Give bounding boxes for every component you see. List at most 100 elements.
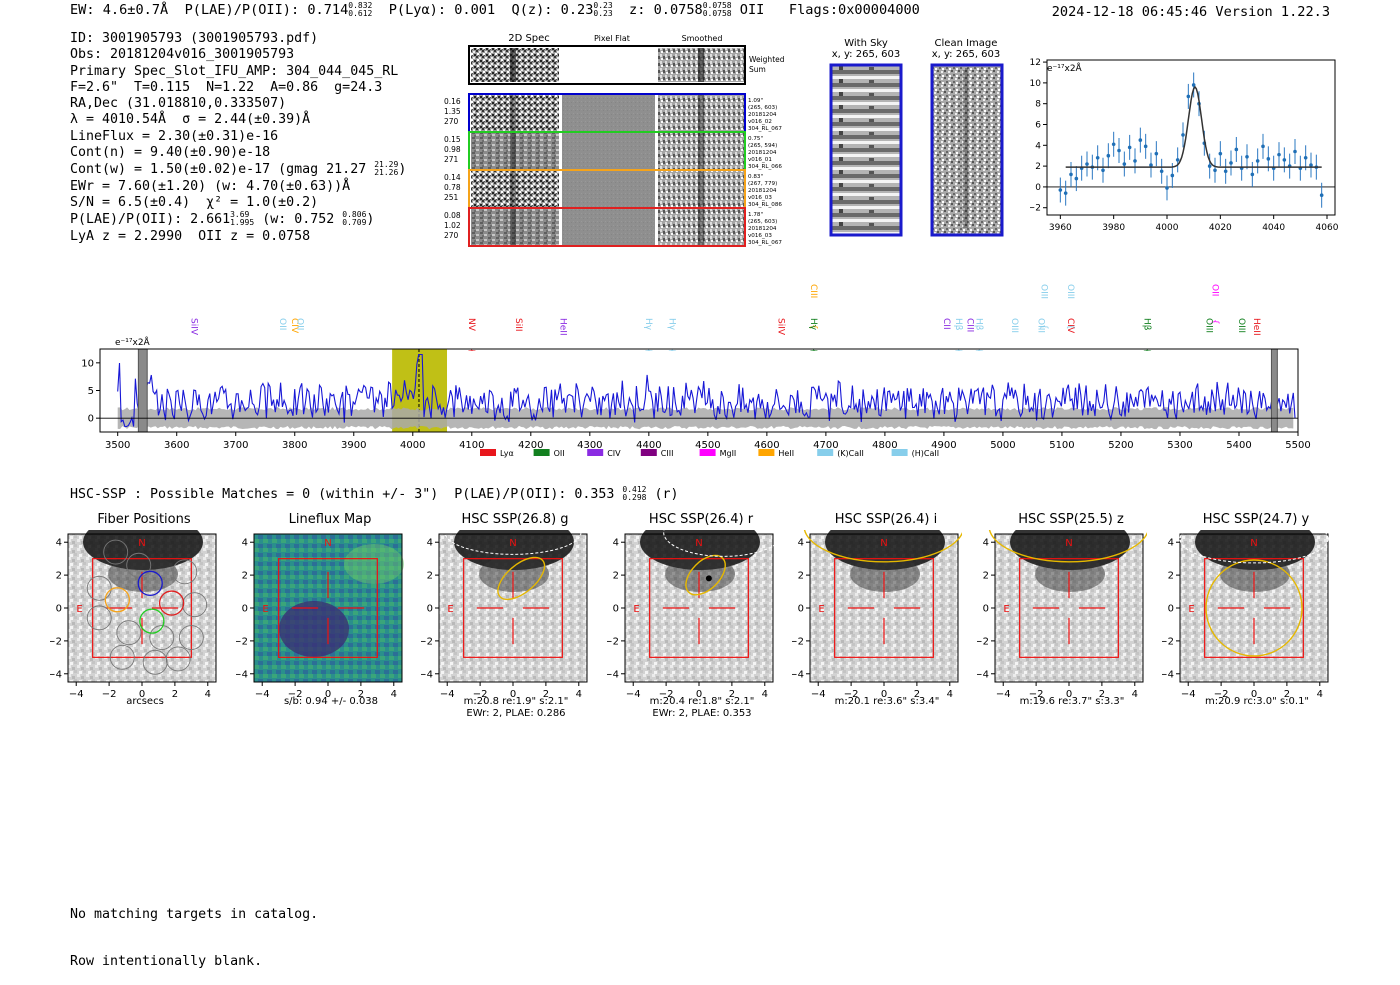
fs-ytick-label: 0 [88,414,94,425]
line-marker-brace: { [1038,324,1048,330]
cutout-east-label: E [818,604,824,615]
plae2-hi: 3.69 [230,210,250,220]
galaxy-ellipse [1205,559,1303,657]
cutout-ytick-label: −2 [421,636,433,647]
line-marker: SiIV{ [776,318,786,336]
fit-point [1282,158,1287,162]
line-marker: OII{ [277,318,287,330]
cutout-xtick-label: 2 [1099,689,1105,700]
fiber-frame [468,207,746,247]
fit-point [1138,138,1143,142]
cutout-ytick-label: −4 [607,669,619,680]
line-marker: OIII{ [1038,284,1048,330]
cutout-xtick-label: 0 [881,689,887,700]
line-marker: SiII{ [513,318,523,332]
line-marker-label: OII [295,318,305,330]
fs-xtick-label: 5200 [1108,440,1133,451]
fit-point [1101,168,1105,173]
cutout-subtitle-line: m:20.4 re:1.8" s:2.1" [649,696,755,707]
cutout-ytick-label: 2 [798,571,804,582]
fiber-right-label: 304_RL_066 [748,164,782,170]
line-marker: OIII{ [1035,318,1045,333]
fiber-smoothed [658,133,744,169]
cutout-ytick-label: −2 [792,636,804,647]
header-summary: EW: 4.6±0.7Å P(LAE)/P(OII): 0.7140.832 0.… [70,2,920,19]
z-line-name: OII [739,2,765,18]
legend-swatch [640,449,657,456]
line-marker-label: Hγ [643,318,653,331]
fs-xtick-label: 4900 [931,440,956,451]
fiber-2dspec-emission [510,171,516,207]
cutout-image: −4 −2 0 2 4 4 2 0 −2 −4 N E [421,530,588,700]
gmag-lo: 21.26 [374,168,399,178]
cutout-subtitle-line: m:19.6 re:3.7" s:3.3" [1019,696,1125,707]
fiber-right-label: 20181204 [748,150,777,156]
cutout-xtick-label: −2 [844,689,859,700]
cutout-xtick-label: −4 [255,689,270,700]
cutout-ytick-label: 4 [613,538,619,549]
fit-point [1117,148,1121,153]
cutout-image: −4 −2 0 2 4 4 2 0 −2 −4 N E [792,530,962,700]
cutout-subtitle-line: m:20.9 rc:3.0" s:0.1" [1204,696,1310,707]
cutout-ytick-label: −2 [50,636,62,647]
line-marker: CIII { [808,284,818,330]
cutout-subtitle-line: m:20.8 re:1.9" s:2.1" [463,696,569,707]
fiber-circle [149,625,175,651]
fit-point [1111,142,1116,147]
fiber-2dspec-emission [510,133,516,169]
cutout-xtick-label: 2 [914,689,920,700]
legend-swatch [699,449,716,456]
cutout-aperture-box [1204,558,1304,658]
plae2-w-lo: 0.709 [342,218,367,228]
fs-xtick-label: 5100 [1049,440,1074,451]
line-marker-label: Hβ [1142,318,1152,331]
fiber-circle [182,592,208,618]
fit-point [1069,172,1073,177]
line-marker-label: OIII [1009,318,1019,333]
fit-ytick-label: 0 [1035,183,1041,193]
fiber-circle-highlight [139,608,165,634]
cutout-xtick-label: 4 [1317,689,1323,700]
plae2-w: (w: 0.752 [262,212,335,228]
cutout-east-label: E [76,604,82,615]
legend-label: HeII [778,449,794,458]
cutout-aperture-box [649,558,749,658]
line-marker: OII{ [295,318,305,330]
line-marker-label: CIII [965,318,975,332]
cutout-ytick-label: 0 [427,604,433,615]
cutout-xtick-label: 2 [172,689,178,700]
fiber-circle [172,559,198,585]
fit-ytick-label: 2 [1035,162,1041,172]
fit-point [1127,145,1132,150]
cutout-aperture-box [1019,558,1119,658]
fiber-smoothed-emission [698,133,704,169]
with-sky-title: With Sky x, y: 265, 603 [830,38,902,60]
fiber-right-label: (265, 603) [748,105,777,111]
fiber-right-label: v016_01 [748,157,772,163]
cutout-xtick-label: 0 [510,689,516,700]
cutout-xtick-label: −2 [102,689,117,700]
line-marker-label: SiII [513,318,523,332]
cutout-east-label: E [447,604,453,615]
fit-point [1261,144,1265,149]
fit-points [1058,72,1324,208]
fit-point [1293,149,1297,154]
line-fit-plot: e⁻¹⁷x2Å 3960 3980 4000 4020 4040 4060 −2 0 2 4 6 8 1… [1030,58,1339,233]
cutout-ytick-label: 4 [983,538,989,549]
fit-point [1186,94,1191,99]
fit-point [1309,163,1313,167]
info-cont-w: Cont(w) = 1.50(±0.02)e-17 (gmag 21.27 21… [70,160,407,178]
hsc-band: (r) [654,487,679,502]
cutout-ytick-label: 2 [242,571,248,582]
line-marker-brace: { [808,324,818,330]
fit-point [1159,169,1164,174]
fs-spectrum-line [117,353,1296,428]
flags-value: Flags:0x00004000 [788,2,920,18]
line-marker-label: CIII [808,284,818,298]
fiber-right-label: 20181204 [748,226,777,232]
fiber-smoothed [658,171,744,207]
